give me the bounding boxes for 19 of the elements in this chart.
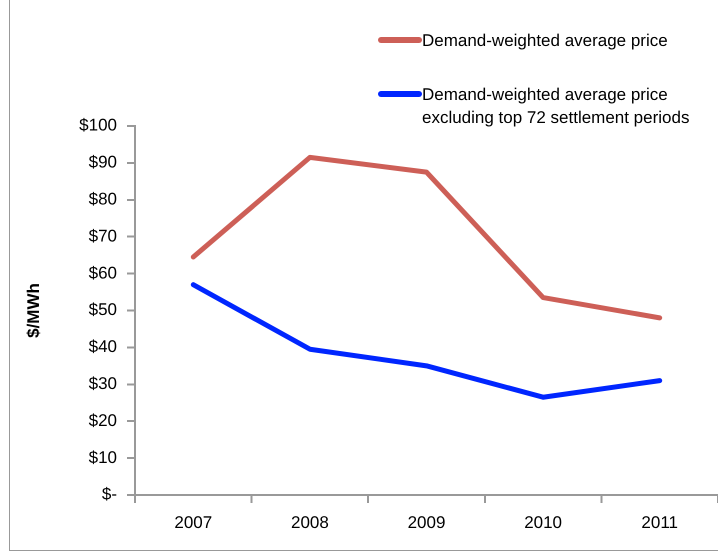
y-tick-label: $- (102, 484, 117, 504)
y-tick-label: $40 (88, 337, 117, 356)
y-axis-title: $/MWh (24, 283, 43, 338)
y-tick-label: $10 (88, 448, 117, 467)
x-tick-label: 2007 (174, 512, 212, 532)
x-tick-label: 2009 (408, 512, 446, 532)
y-tick-label: $20 (88, 410, 117, 430)
legend-label: Demand-weighted average price (422, 30, 669, 52)
legend-label: Demand-weighted average price excluding top 72 settlement periods (422, 84, 690, 129)
y-tick-label: $80 (88, 189, 117, 208)
y-tick-label: $100 (79, 116, 117, 135)
x-tick-label: 2008 (290, 512, 329, 532)
y-tick-label: $90 (88, 152, 117, 172)
x-tick-label: 2011 (641, 512, 678, 532)
y-tick-label: $70 (88, 226, 117, 246)
y-tick-label: $30 (88, 374, 117, 393)
y-tick-label: $60 (88, 263, 117, 282)
x-tick-label: 2010 (524, 512, 562, 532)
y-tick-label: $50 (88, 300, 117, 320)
